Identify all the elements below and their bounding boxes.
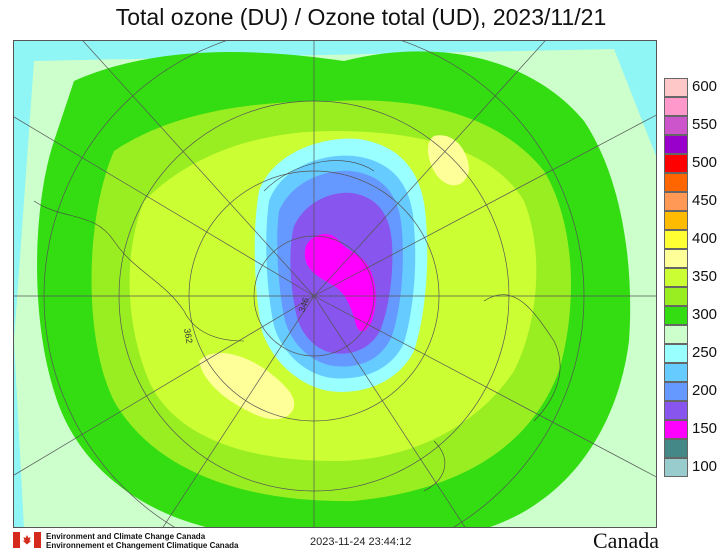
legend-swatch — [664, 344, 688, 363]
meridian-6 — [313, 41, 546, 297]
legend-label: 500 — [692, 154, 718, 171]
legend-swatch — [664, 78, 688, 97]
legend-swatch — [664, 173, 688, 192]
legend-label: 250 — [692, 344, 718, 361]
legend-label: 100 — [692, 458, 718, 475]
legend-swatch — [664, 439, 688, 458]
legend-swatch — [664, 287, 688, 306]
legend-swatch — [664, 420, 688, 439]
legend-swatch — [664, 230, 688, 249]
canada-wordmark-text: Canada — [593, 528, 659, 553]
agency-name: Environment and Climate Change Canada En… — [46, 532, 238, 550]
legend-swatch — [664, 116, 688, 135]
meridian-11 — [162, 295, 315, 527]
generation-timestamp: 2023-11-24 23:44:12 — [310, 536, 412, 548]
ozone-map: 346 362 — [13, 40, 657, 528]
contour-pale-yellow — [199, 352, 295, 420]
contour-annotation-1: 346 — [296, 296, 311, 314]
meridian-10 — [14, 295, 315, 476]
legend-label: 200 — [692, 382, 718, 399]
meridian-9 — [14, 116, 315, 297]
legend-label: 350 — [692, 268, 718, 285]
legend-swatch — [664, 325, 688, 344]
legend-label: 600 — [692, 78, 718, 95]
legend-swatch — [664, 268, 688, 287]
meridian-12 — [313, 295, 466, 527]
legend-label: 150 — [692, 420, 718, 437]
legend-swatch — [664, 97, 688, 116]
agency-name-fr: Environnement et Changement Climatique C… — [46, 541, 239, 550]
ozone-contour-map: 346 362 — [14, 41, 656, 527]
legend-swatch — [664, 249, 688, 268]
coastline-4 — [263, 160, 375, 192]
legend-swatch — [664, 192, 688, 211]
contour-magenta — [304, 234, 376, 332]
legend-swatch — [664, 135, 688, 154]
coastline-2 — [483, 294, 561, 422]
map-title: Total ozone (DU) / Ozone total (UD), 202… — [115, 4, 607, 30]
legend-swatch — [664, 211, 688, 230]
legend-swatch — [664, 382, 688, 401]
legend-swatch — [664, 154, 688, 173]
legend-swatch — [664, 306, 688, 325]
coastline-1 — [33, 200, 245, 342]
canada-wordmark: Canada — [593, 528, 659, 554]
legend-label: 400 — [692, 230, 718, 247]
color-legend — [664, 78, 690, 477]
canada-flag-icon — [13, 532, 41, 548]
meridian-7 — [313, 114, 656, 297]
legend-label: 550 — [692, 116, 718, 133]
meridian-8 — [313, 295, 656, 478]
legend-swatch — [664, 458, 688, 477]
legend-label: 300 — [692, 306, 718, 323]
coastline-3 — [423, 440, 446, 492]
coastlines — [33, 160, 561, 492]
legend-label: 450 — [692, 192, 718, 209]
meridian-5 — [82, 41, 315, 297]
contour-annotation-2: 362 — [182, 328, 194, 345]
legend-swatch — [664, 401, 688, 420]
legend-swatch — [664, 363, 688, 382]
contour-pale-yellow-2 — [428, 135, 469, 186]
agency-name-en: Environment and Climate Change Canada — [46, 532, 206, 541]
lat-lon-grid — [14, 41, 656, 527]
